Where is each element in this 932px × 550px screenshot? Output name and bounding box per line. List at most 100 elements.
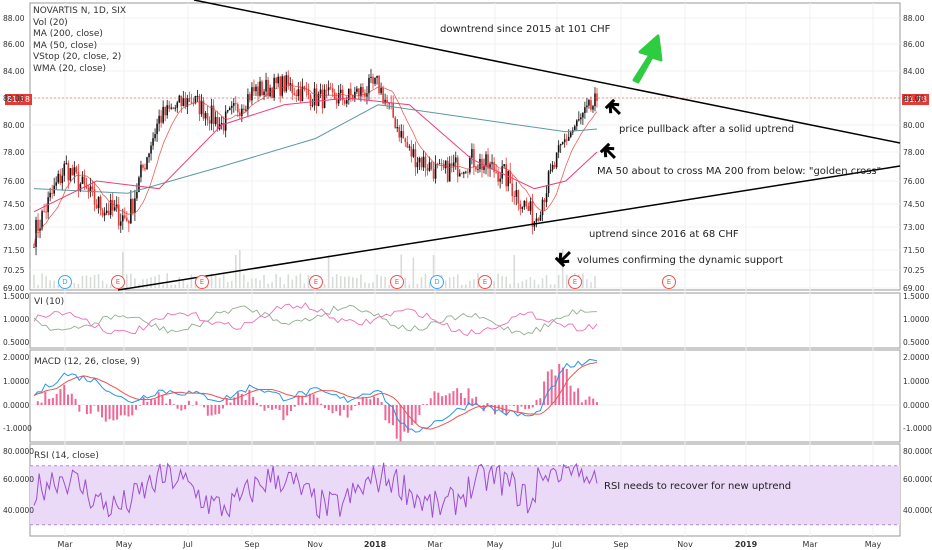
candle-body [121, 215, 124, 222]
earnings-marker[interactable]: E [195, 275, 209, 289]
time-tick: Nov [307, 540, 323, 549]
macd-hist-bar [36, 401, 39, 405]
macd-hist-bar [543, 381, 546, 405]
price-tick-right: 70.25 [903, 266, 925, 275]
earnings-marker[interactable]: E [568, 275, 582, 289]
volume-bar [521, 281, 524, 288]
green-up-arrow [632, 34, 663, 84]
macd-hist-bar [165, 403, 168, 405]
candle-body [140, 164, 142, 178]
candle-body [422, 156, 425, 168]
candle-body [535, 218, 538, 222]
macd-hist-bar [444, 395, 447, 405]
candle-body [200, 100, 203, 115]
macd-hist-bar [131, 405, 134, 416]
macd-hist-bar [391, 405, 394, 426]
macd-hist-bar [380, 402, 383, 405]
volume-bar [239, 250, 241, 288]
macd-hist-bar [274, 405, 277, 409]
candle-body [576, 120, 578, 127]
price-tick-left: 82.00 [3, 94, 25, 103]
candle-body [128, 220, 130, 224]
candle-body [93, 189, 96, 205]
candle-body [525, 200, 528, 207]
volume-bar [533, 279, 536, 288]
macd-hist-bar [535, 399, 538, 405]
macd-hist-bar [467, 388, 470, 405]
macd-hist-bar [490, 405, 493, 408]
volume-bar [456, 274, 459, 288]
macd-hist-bar [176, 405, 179, 409]
candle-body [319, 89, 322, 94]
candle-body [67, 163, 70, 181]
earnings-marker[interactable]: E [111, 275, 125, 289]
volume-bar [174, 284, 177, 288]
earnings-marker[interactable]: E [478, 275, 492, 289]
volume-bar [162, 284, 164, 288]
candle-body [321, 89, 324, 108]
candle-body [309, 94, 312, 106]
arrow-head [599, 142, 615, 158]
price-tick-right: 84.00 [903, 67, 925, 76]
macd-hist-bar [497, 405, 500, 409]
volume-bar [537, 284, 540, 288]
volume-bar [586, 279, 588, 288]
volume-bar [190, 274, 193, 288]
candle-body [105, 210, 108, 213]
candle-body [234, 103, 237, 105]
time-tick: Nov [677, 540, 693, 549]
volume-bar [287, 274, 290, 288]
rsi-title: RSI (14, close) [34, 451, 99, 461]
candle-body [515, 190, 518, 197]
candle-body [578, 119, 580, 121]
candle-body [283, 76, 286, 92]
candle-body [424, 156, 427, 169]
macd-title: MACD (12, 26, close, 9) [34, 357, 140, 367]
candle-body [180, 95, 183, 107]
volume-bar [81, 275, 84, 288]
time-tick: Mar [802, 540, 818, 549]
dividend-marker[interactable]: D [58, 275, 72, 289]
macd-hist-bar [516, 405, 519, 413]
volume-bar [557, 274, 560, 288]
legend-vol: Vol (20) [33, 17, 68, 28]
candle-body [511, 183, 514, 196]
candle-body [289, 83, 292, 85]
candle-body [467, 171, 469, 173]
volume-bar [53, 280, 55, 288]
indicator-tick: 0.5000 [3, 338, 30, 347]
candle-body [249, 94, 251, 101]
candle-body [398, 127, 401, 138]
macd-hist-bar [127, 405, 130, 417]
pane-vi-frame [29, 292, 901, 349]
candle-body [198, 95, 201, 115]
arrow-head [604, 98, 620, 114]
candle-body [55, 182, 57, 186]
macd-hist-bar [365, 398, 368, 405]
macd-hist-bar [346, 405, 349, 418]
volume-bar [210, 273, 213, 288]
macd-hist-bar [459, 392, 462, 405]
earnings-marker[interactable]: E [309, 275, 323, 289]
dividend-marker[interactable]: D [430, 275, 444, 289]
last-price-tag-left: 81.78 [5, 94, 32, 105]
candle-body [557, 145, 560, 153]
time-tick: Jul [552, 540, 562, 549]
volume-bar [469, 280, 471, 288]
earnings-marker[interactable]: E [390, 275, 404, 289]
macd-hist-bar [195, 401, 198, 405]
arrow-shaft [608, 102, 621, 115]
volume-bar [142, 279, 144, 288]
earnings-marker[interactable]: E [662, 275, 676, 289]
macd-hist-bar [596, 402, 598, 405]
price-tick-right: 80.00 [903, 121, 925, 130]
volume-bar [263, 274, 265, 288]
candle-body [497, 172, 499, 182]
candle-body [555, 152, 558, 168]
price-tick-left: 71.50 [3, 246, 25, 255]
candle-body [317, 93, 320, 106]
candle-body [477, 168, 479, 170]
macd-hist-bar [297, 395, 300, 405]
candle-body [103, 212, 106, 216]
